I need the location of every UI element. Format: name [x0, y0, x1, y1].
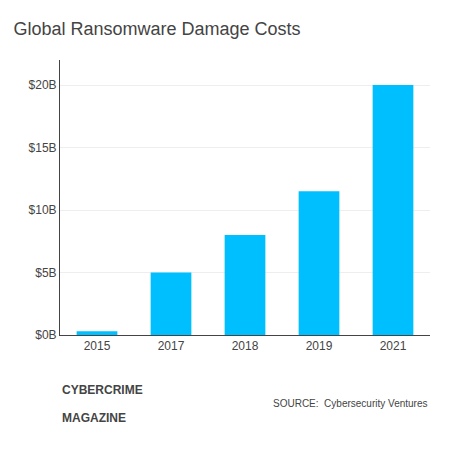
- svg-text:$10B: $10B: [29, 203, 57, 217]
- svg-text:2021: 2021: [380, 339, 407, 353]
- svg-text:2015: 2015: [84, 339, 111, 353]
- svg-text:$15B: $15B: [29, 141, 57, 155]
- svg-text:$20B: $20B: [29, 78, 57, 92]
- svg-text:$5B: $5B: [35, 266, 56, 280]
- svg-text:MAGAZINE: MAGAZINE: [62, 411, 126, 425]
- svg-text:2019: 2019: [306, 339, 333, 353]
- svg-text:Global Ransomware Damage Costs: Global Ransomware Damage Costs: [14, 19, 301, 39]
- svg-text:$0B: $0B: [35, 328, 56, 342]
- svg-text:2017: 2017: [158, 339, 185, 353]
- svg-text:2018: 2018: [232, 339, 259, 353]
- svg-text:SOURCE: Cybersecurity Venture: SOURCE: Cybersecurity Ventures: [273, 398, 428, 409]
- svg-text:CYBERCRIME: CYBERCRIME: [62, 383, 143, 397]
